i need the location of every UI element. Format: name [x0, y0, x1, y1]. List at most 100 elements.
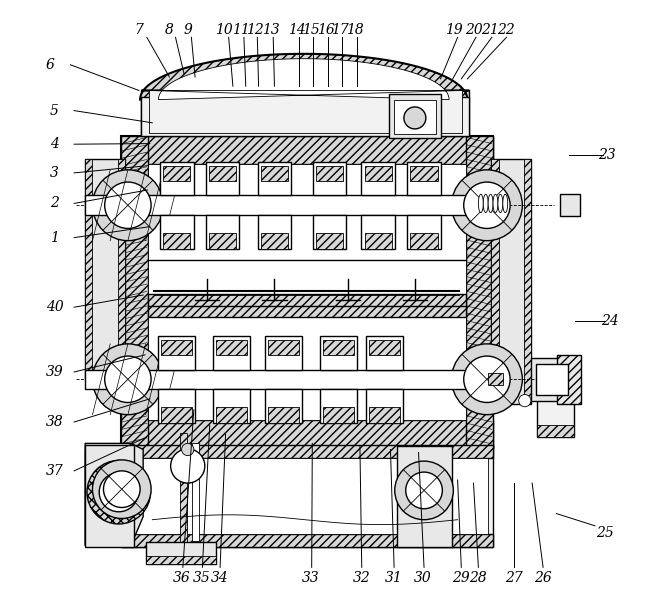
- Bar: [320, 389, 357, 423]
- Text: 26: 26: [534, 571, 552, 584]
- Bar: [535, 364, 568, 395]
- Bar: [149, 91, 462, 133]
- Bar: [142, 91, 469, 143]
- Text: 17: 17: [331, 23, 350, 37]
- Bar: [209, 166, 236, 181]
- Bar: [180, 433, 187, 555]
- Bar: [466, 136, 493, 447]
- Circle shape: [93, 170, 163, 241]
- Text: 8: 8: [165, 23, 174, 37]
- Bar: [160, 162, 193, 195]
- Circle shape: [464, 356, 510, 403]
- Bar: [121, 534, 493, 547]
- Bar: [394, 100, 435, 134]
- Bar: [265, 336, 302, 370]
- Bar: [315, 166, 343, 181]
- Bar: [206, 162, 240, 195]
- Bar: [410, 233, 437, 248]
- Bar: [407, 162, 441, 195]
- Bar: [261, 233, 288, 248]
- Circle shape: [464, 182, 510, 228]
- Bar: [410, 166, 437, 181]
- Bar: [85, 444, 134, 547]
- Circle shape: [99, 472, 138, 512]
- Bar: [366, 336, 403, 370]
- Circle shape: [182, 443, 194, 455]
- Circle shape: [93, 460, 151, 518]
- Text: 20: 20: [465, 23, 483, 37]
- Bar: [85, 160, 125, 379]
- Text: 10: 10: [215, 23, 234, 37]
- Bar: [258, 215, 291, 248]
- Bar: [261, 166, 288, 181]
- Bar: [206, 215, 240, 248]
- Bar: [364, 233, 392, 248]
- Circle shape: [404, 107, 426, 129]
- Ellipse shape: [488, 194, 493, 212]
- Bar: [323, 408, 354, 423]
- Bar: [491, 160, 531, 404]
- Text: 30: 30: [414, 571, 431, 584]
- Bar: [117, 160, 125, 379]
- Bar: [313, 162, 346, 195]
- Bar: [121, 136, 148, 447]
- Text: 35: 35: [193, 571, 211, 584]
- Ellipse shape: [493, 194, 498, 212]
- Bar: [121, 136, 493, 164]
- Bar: [85, 195, 493, 215]
- Text: 28: 28: [470, 571, 487, 584]
- Text: 19: 19: [445, 23, 463, 37]
- Text: 36: 36: [172, 571, 191, 584]
- Circle shape: [406, 472, 442, 509]
- Bar: [313, 215, 346, 248]
- Bar: [209, 233, 236, 248]
- Bar: [320, 336, 357, 370]
- Bar: [323, 340, 354, 355]
- Text: 15: 15: [302, 23, 320, 37]
- Bar: [523, 160, 531, 404]
- Bar: [531, 358, 572, 401]
- Bar: [488, 373, 503, 386]
- Text: 22: 22: [497, 23, 515, 37]
- Text: 31: 31: [384, 571, 403, 584]
- Ellipse shape: [503, 194, 508, 212]
- Ellipse shape: [498, 194, 503, 212]
- Bar: [362, 162, 395, 195]
- Text: 24: 24: [601, 315, 619, 328]
- Circle shape: [452, 170, 522, 241]
- Circle shape: [93, 344, 163, 415]
- Text: 32: 32: [353, 571, 370, 584]
- Bar: [162, 340, 192, 355]
- Text: 1: 1: [50, 231, 59, 245]
- Polygon shape: [149, 59, 462, 100]
- Bar: [85, 450, 131, 545]
- Text: 12: 12: [246, 23, 264, 37]
- Bar: [213, 336, 250, 370]
- Bar: [213, 389, 250, 423]
- Bar: [268, 408, 299, 423]
- Text: 3: 3: [50, 166, 59, 180]
- Bar: [85, 370, 493, 389]
- Circle shape: [105, 182, 151, 228]
- Bar: [366, 389, 403, 423]
- Circle shape: [452, 344, 522, 415]
- Bar: [162, 408, 192, 423]
- Text: 11: 11: [232, 23, 250, 37]
- Bar: [265, 389, 302, 423]
- Circle shape: [170, 449, 205, 483]
- Bar: [125, 458, 488, 534]
- Text: 14: 14: [288, 23, 305, 37]
- Text: 2: 2: [50, 196, 59, 211]
- Text: 16: 16: [317, 23, 335, 37]
- Bar: [85, 160, 93, 379]
- Bar: [160, 215, 193, 248]
- Text: 7: 7: [134, 23, 144, 37]
- Bar: [121, 136, 493, 447]
- Bar: [121, 444, 493, 547]
- Bar: [148, 294, 466, 317]
- Circle shape: [103, 471, 140, 507]
- Bar: [146, 556, 217, 564]
- Bar: [362, 215, 395, 248]
- Bar: [556, 355, 581, 404]
- Bar: [560, 194, 580, 216]
